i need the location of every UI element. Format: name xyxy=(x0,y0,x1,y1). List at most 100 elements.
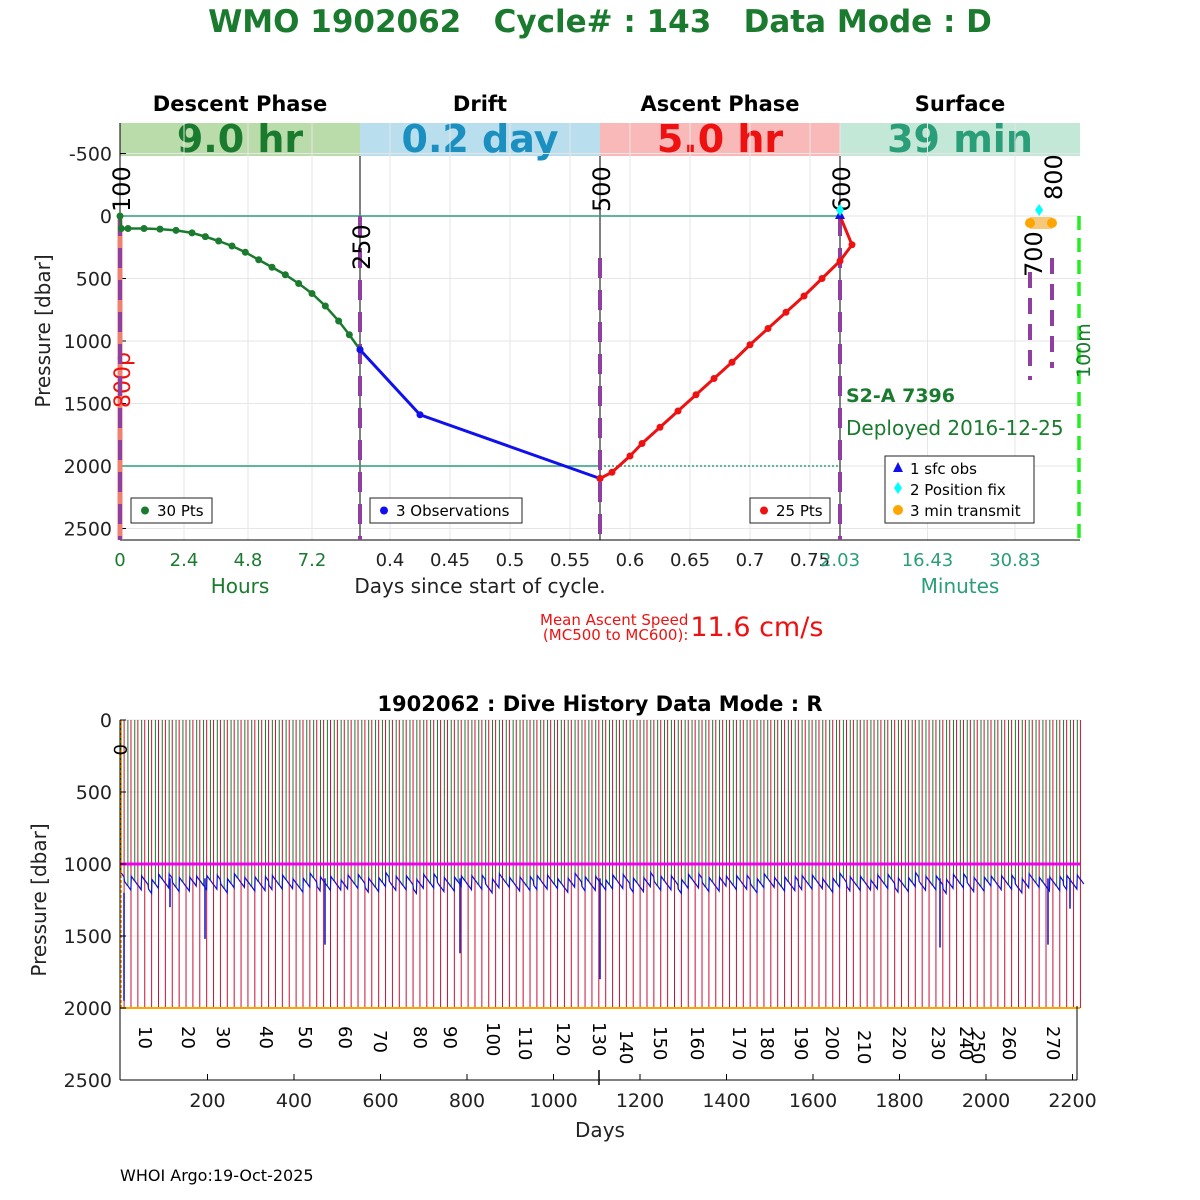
descent-point xyxy=(117,225,125,232)
legend-drift-box xyxy=(369,497,523,524)
x-axis-label: Days xyxy=(575,1118,625,1142)
y-axis-label: Pressure [dbar] xyxy=(31,254,55,407)
x-tick-label-minutes: 2.03 xyxy=(820,550,860,571)
x-tick-label: 1600 xyxy=(789,1090,837,1112)
legend-surface-box xyxy=(884,455,1035,524)
x-tick-label: 1200 xyxy=(616,1090,664,1112)
ascent-point xyxy=(848,241,856,249)
y-tick-label: 500 xyxy=(76,269,112,291)
cycle-number-label: 80 xyxy=(409,1026,430,1049)
cycle-number-label: 230 xyxy=(927,1026,948,1060)
phase-name-1: Drift xyxy=(453,92,507,116)
phase-band-0 xyxy=(120,123,360,156)
ascent-point xyxy=(710,375,718,382)
x-tick-label-days: 0.6 xyxy=(616,550,645,571)
x-tick-label: 2000 xyxy=(962,1090,1010,1112)
legend-descent-text: 30 Pts xyxy=(157,502,204,520)
x-tick-label-days: 0.45 xyxy=(430,550,470,571)
page-title: WMO 1902062 Cycle# : 143 Data Mode : D xyxy=(208,4,992,40)
phase-name-2: Ascent Phase xyxy=(641,92,800,116)
descent-line xyxy=(118,215,362,351)
y-tick-label: 2000 xyxy=(64,998,112,1020)
descent-point xyxy=(268,263,276,271)
x-tick-label: 1800 xyxy=(875,1090,923,1112)
ascent-point xyxy=(626,452,634,460)
x-tick-label-minutes: 30.83 xyxy=(989,550,1041,571)
legend-surface-swatch xyxy=(894,482,902,494)
dive-history-title: 1902062 : Dive History Data Mode : R xyxy=(377,692,822,716)
mission-marker-label: 100 xyxy=(108,166,136,212)
y-tick-label: 1500 xyxy=(64,926,112,948)
x-tick-label-days: 0.55 xyxy=(550,550,590,571)
descent-point xyxy=(308,290,316,297)
drift-line xyxy=(358,348,601,480)
y-tick-label: 0 xyxy=(100,206,112,228)
descent-point xyxy=(335,317,343,325)
cycle-number-label: 250 xyxy=(967,1030,988,1064)
drift-point xyxy=(416,411,424,419)
cycle-number-label: 240 xyxy=(955,1026,976,1060)
phase-band-1 xyxy=(360,123,600,156)
x-tick-label-days: 0.5 xyxy=(496,550,525,571)
cycle-number-label: 40 xyxy=(255,1026,276,1049)
x-tick-label: 200 xyxy=(189,1090,225,1112)
y-tick-label: -500 xyxy=(69,144,112,166)
y-tick-label: 2500 xyxy=(64,1070,112,1092)
y-tick-label: 2000 xyxy=(64,456,112,478)
x-tick-label: 800 xyxy=(449,1090,485,1112)
mission-marker-label: 700 xyxy=(1020,231,1048,277)
phase-name-3: Surface xyxy=(915,92,1005,116)
x-tick-label-hours: 7.2 xyxy=(298,550,327,571)
footer-credit: WHOI Argo:19-Oct-2025 xyxy=(120,1166,314,1185)
label-800p: 800p xyxy=(111,352,136,408)
x-tick-label: 1400 xyxy=(702,1090,750,1112)
ascent-point xyxy=(656,423,664,431)
phase-duration-1: 0.2 day xyxy=(402,117,559,161)
x-tick-label-days: 0.75 xyxy=(790,550,830,571)
cycle-number-label: 220 xyxy=(888,1026,909,1060)
legend-surface-swatch xyxy=(893,462,903,472)
ascent-point xyxy=(764,325,772,332)
phase-name-0: Descent Phase xyxy=(153,92,327,116)
descent-point xyxy=(116,212,124,220)
dive-descent-lines xyxy=(120,720,1078,890)
cycle-number-label: 50 xyxy=(294,1026,315,1049)
cycle-number-label: 170 xyxy=(728,1026,749,1060)
x-tick-label-minutes: 16.43 xyxy=(902,550,954,571)
x-axis-label-days: Days since start of cycle. xyxy=(354,574,605,598)
descent-point xyxy=(201,233,209,241)
ascent-point xyxy=(782,308,790,316)
x-tick-label-days: 0.65 xyxy=(670,550,710,571)
mean-ascent-speed-label: Mean Ascent Speed (MC500 to MC600): xyxy=(540,610,689,644)
transmit-point xyxy=(1047,218,1057,228)
x-tick-label-days: 0.4 xyxy=(376,550,405,571)
cycle-number-label: 160 xyxy=(686,1026,707,1060)
mission-marker-label: 800 xyxy=(1040,154,1068,200)
ascent-point xyxy=(674,407,682,415)
cycle-number-label: 190 xyxy=(790,1026,811,1060)
cycle-number-label: 110 xyxy=(514,1026,535,1060)
legend-surface-text: 3 min transmit xyxy=(910,502,1021,520)
legend-ascent-swatch xyxy=(760,506,768,515)
phase-band-2 xyxy=(600,123,840,156)
descent-point xyxy=(228,242,236,250)
x-tick-label: 1000 xyxy=(529,1090,577,1112)
descent-point xyxy=(241,248,249,256)
cycle-number-label: 150 xyxy=(649,1026,670,1060)
cycle-number-label: 200 xyxy=(821,1026,842,1060)
legend-descent-swatch xyxy=(141,506,149,515)
y-axis-label: Pressure [dbar] xyxy=(27,823,51,976)
mean-ascent-speed: Mean Ascent Speed (MC500 to MC600): 11.6… xyxy=(540,612,823,643)
mission-marker-label: 500 xyxy=(588,166,616,212)
position-fix-marker xyxy=(1035,204,1044,216)
x-tick-label: 400 xyxy=(276,1090,312,1112)
descent-point xyxy=(215,237,223,245)
descent-point xyxy=(295,280,303,287)
cycle-number-label: 100 xyxy=(482,1022,503,1056)
phase-duration-2: 5.0 hr xyxy=(657,117,784,161)
cycle-number-label: 20 xyxy=(177,1026,198,1049)
float-id: S2-A 7396 xyxy=(846,385,955,407)
deployed-date: Deployed 2016-12-25 xyxy=(846,416,1064,440)
y-tick-label: 2500 xyxy=(64,519,112,541)
